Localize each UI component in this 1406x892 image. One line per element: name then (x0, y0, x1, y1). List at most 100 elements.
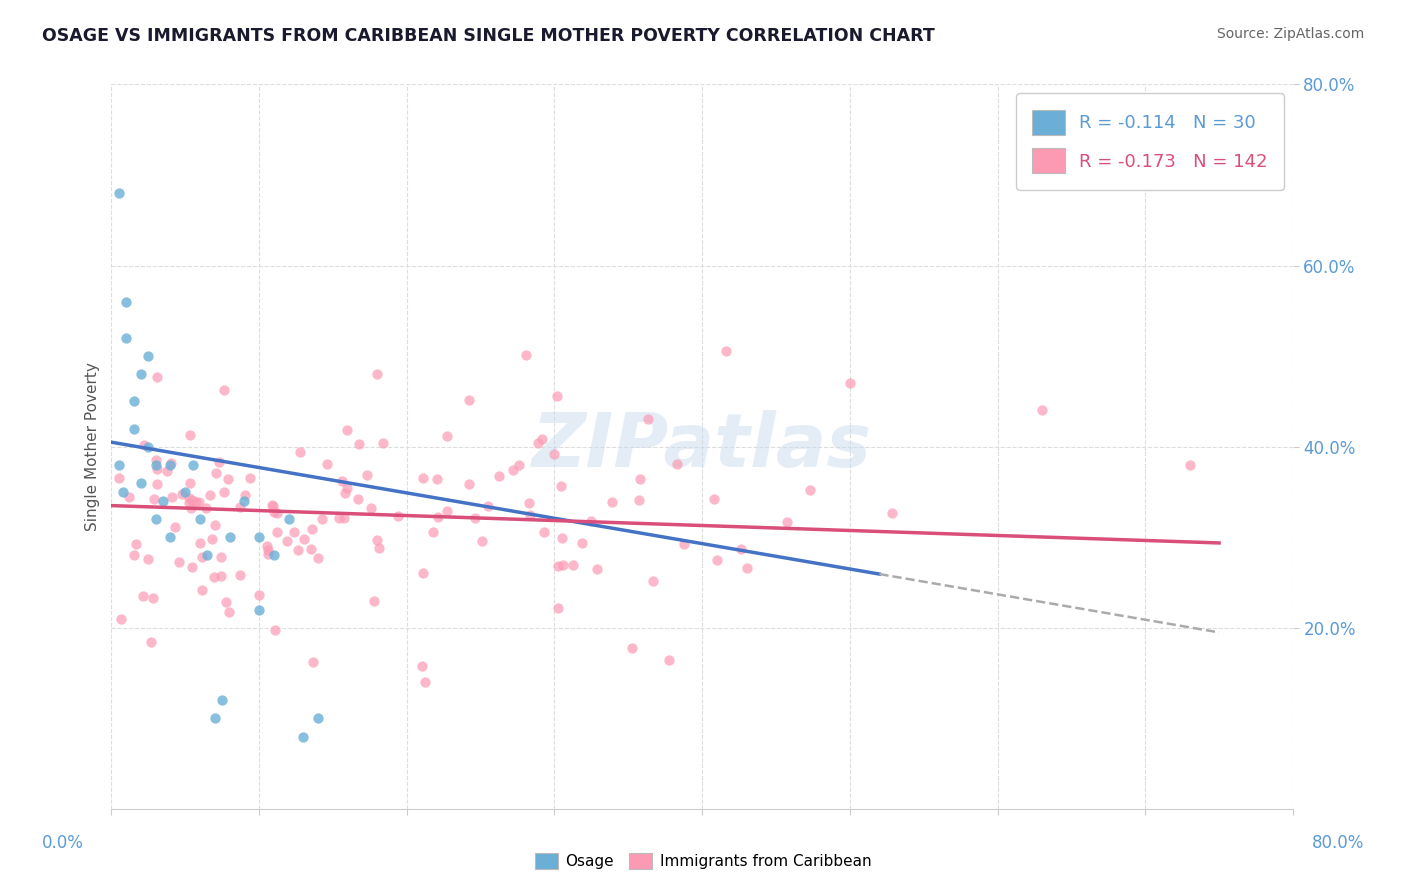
Point (159, 457, 181, 471)
Text: ZIPatlas: ZIPatlas (533, 410, 872, 483)
Point (212, 484, 235, 499)
Point (714, 344, 737, 359)
Point (366, 533, 388, 547)
Point (233, 494, 256, 508)
Point (307, 550, 329, 565)
Point (145, 453, 167, 467)
Point (581, 514, 603, 528)
Point (201, 533, 224, 547)
Point (333, 511, 356, 525)
Point (115, 294, 138, 309)
Point (204, 517, 226, 532)
Point (218, 530, 240, 544)
Point (188, 512, 211, 526)
Point (586, 561, 609, 575)
Point (187, 495, 209, 509)
Point (502, 463, 524, 477)
Point (191, 582, 214, 597)
Point (212, 383, 235, 397)
Point (107, 458, 129, 472)
Point (256, 539, 278, 553)
Point (600, 494, 623, 508)
Point (110, 612, 132, 626)
Point (316, 457, 339, 471)
Point (458, 393, 481, 408)
Point (141, 635, 163, 649)
Point (543, 447, 565, 461)
Point (179, 476, 201, 491)
Point (703, 492, 725, 507)
Point (426, 509, 449, 524)
Point (562, 558, 585, 573)
Point (266, 525, 288, 540)
Point (181, 458, 204, 472)
Point (367, 541, 389, 555)
Point (229, 567, 252, 582)
Point (347, 491, 370, 506)
Point (288, 445, 311, 459)
Y-axis label: Single Mother Poverty: Single Mother Poverty (86, 362, 100, 531)
Point (145, 458, 167, 472)
Point (517, 496, 540, 510)
Point (229, 500, 252, 515)
Point (328, 511, 350, 525)
Point (508, 458, 530, 472)
Point (115, 331, 138, 345)
Point (292, 730, 315, 744)
Point (488, 469, 510, 483)
Point (174, 485, 197, 500)
Point (333, 486, 356, 500)
Point (146, 370, 169, 384)
Point (799, 483, 821, 498)
Point (287, 543, 309, 558)
Point (136, 552, 159, 566)
Point (264, 623, 287, 637)
Point (152, 494, 174, 508)
Point (160, 491, 183, 505)
Point (217, 472, 239, 486)
Point (550, 479, 572, 493)
Point (138, 440, 160, 454)
Point (387, 509, 409, 524)
Point (422, 524, 444, 539)
Point (146, 477, 169, 491)
Point (301, 655, 323, 669)
Point (458, 476, 481, 491)
Text: OSAGE VS IMMIGRANTS FROM CARIBBEAN SINGLE MOTHER POVERTY CORRELATION CHART: OSAGE VS IMMIGRANTS FROM CARIBBEAN SINGL… (42, 27, 935, 45)
Point (159, 458, 181, 472)
Point (628, 472, 651, 486)
Point (371, 435, 394, 450)
Point (838, 376, 860, 391)
Point (122, 549, 145, 563)
Point (204, 711, 226, 725)
Point (138, 349, 160, 363)
Point (547, 558, 569, 573)
Point (356, 467, 378, 482)
Point (205, 467, 228, 481)
Point (159, 530, 181, 544)
Point (186, 495, 208, 509)
Point (263, 549, 285, 563)
Point (336, 482, 359, 496)
Text: Source: ZipAtlas.com: Source: ZipAtlas.com (1216, 27, 1364, 41)
Point (129, 475, 152, 490)
Point (145, 512, 167, 526)
Point (776, 516, 799, 530)
Text: 80.0%: 80.0% (1312, 834, 1364, 852)
Point (125, 537, 148, 551)
Point (880, 506, 903, 520)
Point (730, 542, 752, 557)
Point (209, 568, 232, 582)
Point (146, 462, 169, 476)
Point (263, 505, 285, 519)
Point (426, 473, 449, 487)
Point (122, 394, 145, 409)
Point (336, 423, 359, 437)
Point (277, 512, 299, 526)
Point (247, 603, 270, 617)
Point (247, 530, 270, 544)
Point (156, 464, 179, 478)
Point (276, 533, 298, 548)
Point (307, 711, 329, 725)
Point (292, 532, 315, 546)
